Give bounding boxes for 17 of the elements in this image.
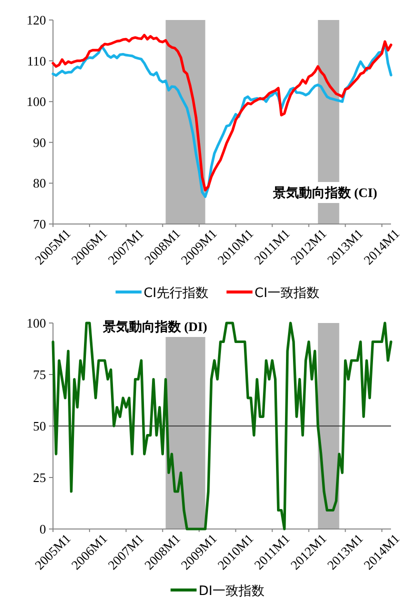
y-tick-label: 120 [26, 12, 46, 28]
line-series [52, 322, 392, 530]
legend-label: DI一致指数 [198, 584, 264, 599]
y-tick-label: 0 [40, 522, 46, 536]
y-tick-label: 100 [26, 316, 46, 330]
legend-label: CI一致指数 [254, 286, 320, 301]
chart-title: 景気動向指数 (DI) [102, 319, 208, 334]
y-tick-label: 90 [33, 134, 46, 150]
text: 景気動向指数 (CI) [272, 185, 378, 200]
y-tick-label: 110 [26, 53, 46, 68]
legend-label: CI先行指数 [144, 286, 208, 301]
y-tick-label: 100 [26, 94, 46, 110]
y-tick-label: 70 [33, 216, 46, 232]
y-tick-label: 75 [33, 367, 46, 382]
y-tick-label: 80 [33, 176, 46, 191]
y-tick-label: 50 [33, 418, 46, 434]
y-tick-label: 25 [33, 470, 46, 485]
